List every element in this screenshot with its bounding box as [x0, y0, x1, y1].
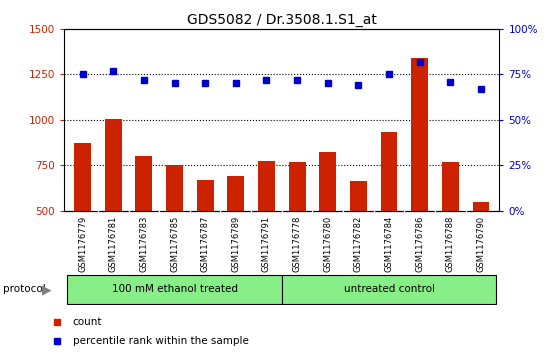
Bar [67, 275, 282, 304]
Title: GDS5082 / Dr.3508.1.S1_at: GDS5082 / Dr.3508.1.S1_at [187, 13, 377, 26]
Text: percentile rank within the sample: percentile rank within the sample [73, 336, 248, 346]
Bar [473, 203, 489, 211]
Text: GSM1176791: GSM1176791 [262, 216, 271, 272]
Text: GSM1176780: GSM1176780 [323, 216, 332, 272]
Bar [350, 180, 367, 211]
Text: GSM1176784: GSM1176784 [384, 216, 393, 272]
Text: count: count [73, 317, 102, 327]
Text: GSM1176790: GSM1176790 [477, 216, 485, 272]
Text: GSM1176781: GSM1176781 [109, 216, 118, 272]
Text: GSM1176785: GSM1176785 [170, 216, 179, 272]
Text: GSM1176786: GSM1176786 [415, 216, 424, 272]
Text: GSM1176787: GSM1176787 [201, 216, 210, 272]
Bar [319, 152, 336, 211]
Bar [166, 165, 183, 211]
Text: GSM1176778: GSM1176778 [292, 216, 302, 272]
Text: GSM1176783: GSM1176783 [140, 216, 148, 272]
Bar [105, 119, 122, 211]
Text: protocol: protocol [3, 285, 46, 294]
Bar [258, 160, 275, 211]
Bar [197, 180, 214, 211]
Bar [228, 176, 244, 211]
Text: GSM1176779: GSM1176779 [78, 216, 87, 272]
Text: GSM1176782: GSM1176782 [354, 216, 363, 272]
Bar [411, 58, 428, 211]
Text: untreated control: untreated control [344, 285, 435, 294]
Bar [442, 163, 459, 211]
Bar [381, 132, 397, 211]
Bar [74, 143, 91, 211]
Bar [288, 162, 306, 211]
Bar [282, 275, 497, 304]
Text: ▶: ▶ [42, 283, 51, 296]
Text: GSM1176789: GSM1176789 [232, 216, 240, 272]
Text: 100 mM ethanol treated: 100 mM ethanol treated [112, 285, 238, 294]
Text: GSM1176788: GSM1176788 [446, 216, 455, 272]
Bar [136, 156, 152, 211]
